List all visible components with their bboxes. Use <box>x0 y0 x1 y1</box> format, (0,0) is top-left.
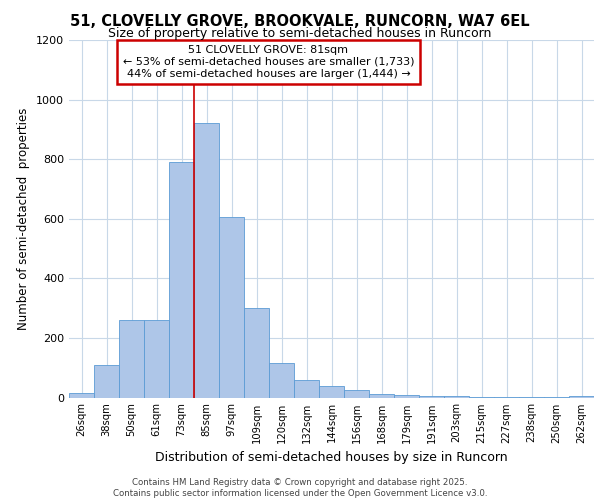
Bar <box>319 386 344 398</box>
Text: 51 CLOVELLY GROVE: 81sqm
← 53% of semi-detached houses are smaller (1,733)
44% o: 51 CLOVELLY GROVE: 81sqm ← 53% of semi-d… <box>123 46 414 78</box>
Y-axis label: Number of semi-detached  properties: Number of semi-detached properties <box>17 108 31 330</box>
Bar <box>569 396 594 398</box>
Bar <box>294 380 319 398</box>
Bar <box>469 396 494 398</box>
Bar <box>69 393 94 398</box>
Bar <box>519 397 544 398</box>
Bar <box>419 396 444 398</box>
Bar <box>444 396 469 398</box>
Bar <box>119 320 144 398</box>
Bar <box>544 397 569 398</box>
Bar <box>194 124 219 398</box>
Bar <box>269 363 294 398</box>
Bar <box>369 394 394 398</box>
Bar <box>144 320 169 398</box>
Bar <box>344 390 369 398</box>
Bar <box>94 364 119 398</box>
Text: Contains HM Land Registry data © Crown copyright and database right 2025.
Contai: Contains HM Land Registry data © Crown c… <box>113 478 487 498</box>
Text: Size of property relative to semi-detached houses in Runcorn: Size of property relative to semi-detach… <box>109 28 491 40</box>
Bar <box>219 218 244 398</box>
Bar <box>169 162 194 398</box>
Bar <box>494 397 519 398</box>
Text: 51, CLOVELLY GROVE, BROOKVALE, RUNCORN, WA7 6EL: 51, CLOVELLY GROVE, BROOKVALE, RUNCORN, … <box>70 14 530 29</box>
X-axis label: Distribution of semi-detached houses by size in Runcorn: Distribution of semi-detached houses by … <box>155 451 508 464</box>
Bar <box>394 395 419 398</box>
Bar <box>244 308 269 398</box>
